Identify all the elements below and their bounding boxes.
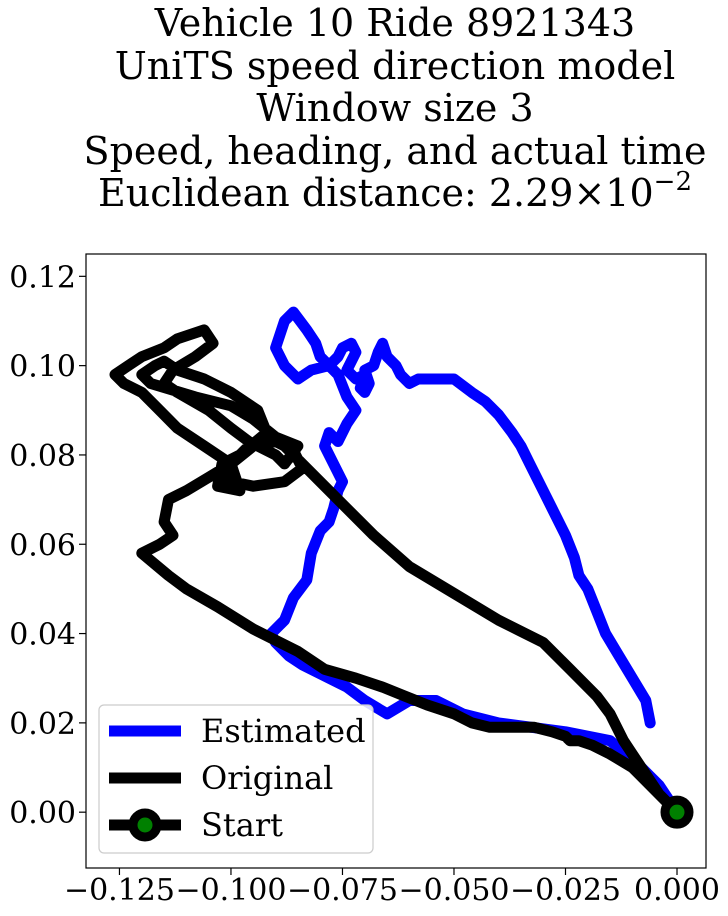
y-tick-label: 0.06 bbox=[9, 528, 76, 563]
legend: Estimated Original Start bbox=[98, 704, 374, 854]
title-line-5: Euclidean distance: 2.29×10−2 bbox=[0, 169, 728, 215]
legend-label-original: Original bbox=[201, 759, 333, 797]
title-metric-exponent: −2 bbox=[653, 167, 692, 197]
x-tick-label: −0.125 bbox=[64, 873, 175, 908]
x-tick-label: −0.050 bbox=[398, 873, 509, 908]
legend-label-start: Start bbox=[201, 806, 283, 844]
title-metric-text: Euclidean distance: 2.29×10 bbox=[98, 171, 654, 215]
y-tick-label: 0.08 bbox=[9, 439, 76, 474]
plot-frame bbox=[85, 253, 707, 869]
y-tick-label: 0.10 bbox=[9, 350, 76, 385]
start-marker bbox=[660, 795, 694, 829]
title-line-4: Speed, heading, and actual time bbox=[83, 128, 707, 173]
y-tick-label: 0.00 bbox=[9, 796, 76, 831]
x-tick-label: 0.000 bbox=[634, 873, 720, 908]
y-axis: 0.00 0.02 0.04 0.06 0.08 0.10 0.12 bbox=[9, 260, 86, 831]
y-tick-label: 0.04 bbox=[9, 618, 76, 653]
x-axis: −0.125 −0.100 −0.075 −0.050 −0.025 0.000 bbox=[64, 868, 720, 908]
chart-title: Vehicle 10 Ride 8921343 UniTS speed dire… bbox=[0, 2, 728, 215]
x-tick-label: −0.075 bbox=[287, 873, 398, 908]
series-layer bbox=[109, 306, 694, 829]
legend-label-estimated: Estimated bbox=[201, 712, 366, 750]
legend-box bbox=[98, 704, 374, 854]
y-tick-label: 0.02 bbox=[9, 707, 76, 742]
legend-start-marker bbox=[128, 808, 162, 842]
x-tick-label: −0.025 bbox=[510, 873, 621, 908]
title-line-3: Window size 3 bbox=[256, 86, 534, 130]
title-line-2: UniTS speed direction model bbox=[114, 43, 676, 88]
title-line-1: Vehicle 10 Ride 8921343 bbox=[154, 1, 636, 45]
series-line-original bbox=[109, 324, 683, 818]
y-tick-label: 0.12 bbox=[9, 260, 76, 295]
x-tick-label: −0.100 bbox=[175, 873, 286, 908]
series-line-estimated bbox=[265, 306, 683, 818]
